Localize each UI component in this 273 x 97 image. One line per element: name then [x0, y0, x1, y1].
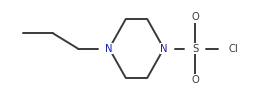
Text: O: O: [191, 12, 199, 23]
Text: S: S: [192, 43, 198, 54]
Text: N: N: [105, 43, 113, 54]
Text: O: O: [191, 74, 199, 85]
Text: Cl: Cl: [229, 43, 238, 54]
Text: N: N: [160, 43, 168, 54]
